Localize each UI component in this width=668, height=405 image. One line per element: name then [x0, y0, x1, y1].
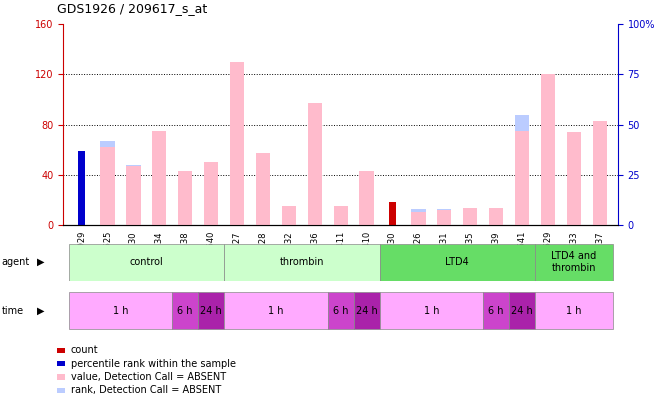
Bar [282, 206, 296, 225]
Text: 1 h: 1 h [268, 306, 284, 316]
Bar [328, 292, 353, 329]
Bar [224, 244, 379, 281]
Bar [126, 164, 140, 225]
Bar [379, 292, 483, 329]
Bar [308, 103, 322, 225]
Text: LTD4 and
thrombin: LTD4 and thrombin [551, 252, 597, 273]
Text: 24 h: 24 h [200, 306, 222, 316]
Bar [593, 121, 607, 225]
Text: ▶: ▶ [37, 306, 44, 316]
Bar [359, 171, 373, 225]
Bar [100, 147, 115, 225]
Bar [126, 166, 140, 225]
Bar [411, 209, 426, 225]
Text: LTD4: LTD4 [446, 257, 469, 267]
Text: 1 h: 1 h [566, 306, 582, 316]
Text: GDS1926 / 209617_s_at: GDS1926 / 209617_s_at [57, 2, 207, 15]
Bar [178, 171, 192, 225]
Bar [230, 62, 244, 225]
Text: rank, Detection Call = ABSENT: rank, Detection Call = ABSENT [71, 386, 221, 395]
Bar [333, 206, 348, 225]
Text: 6 h: 6 h [488, 306, 504, 316]
Bar [256, 153, 270, 225]
Bar [152, 131, 166, 225]
Text: agent: agent [1, 257, 29, 267]
Text: time: time [1, 306, 23, 316]
Bar [230, 115, 244, 225]
Text: thrombin: thrombin [280, 257, 324, 267]
Bar [204, 162, 218, 225]
Bar [541, 130, 555, 225]
Bar [509, 292, 535, 329]
Text: 1 h: 1 h [424, 306, 439, 316]
Bar [308, 125, 322, 225]
Bar [566, 132, 581, 225]
Bar [535, 292, 613, 329]
Text: count: count [71, 345, 98, 355]
Text: control: control [130, 257, 163, 267]
Bar [411, 212, 426, 225]
Text: percentile rank within the sample: percentile rank within the sample [71, 359, 236, 369]
Bar [78, 151, 85, 225]
Bar [463, 209, 478, 225]
Text: 6 h: 6 h [178, 306, 193, 316]
Bar [541, 75, 555, 225]
Bar [69, 244, 224, 281]
Text: 24 h: 24 h [511, 306, 533, 316]
Bar [353, 292, 379, 329]
Bar [198, 292, 224, 329]
Bar [566, 171, 581, 225]
Bar [437, 209, 452, 225]
Bar [379, 244, 535, 281]
Text: ▶: ▶ [37, 257, 44, 267]
Bar [178, 175, 192, 225]
Bar [172, 292, 198, 329]
Bar [437, 210, 452, 225]
Bar [152, 149, 166, 225]
Bar [224, 292, 328, 329]
Text: 24 h: 24 h [356, 306, 377, 316]
Bar [100, 141, 115, 225]
Text: value, Detection Call = ABSENT: value, Detection Call = ABSENT [71, 372, 226, 382]
Bar [515, 115, 529, 225]
Bar [489, 209, 503, 225]
Bar [389, 202, 395, 225]
Bar [535, 244, 613, 281]
Text: 6 h: 6 h [333, 306, 349, 316]
Bar [463, 209, 478, 225]
Bar [515, 131, 529, 225]
Bar [78, 162, 85, 225]
Bar [69, 292, 172, 329]
Text: 1 h: 1 h [113, 306, 128, 316]
Bar [483, 292, 509, 329]
